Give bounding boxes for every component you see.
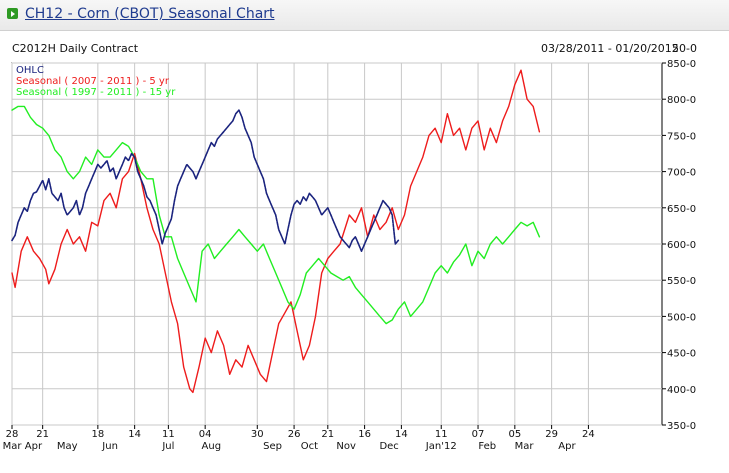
x-tick-day-label: 14 [128, 429, 141, 440]
series-seasonal-5yr-line [11, 69, 541, 394]
legend-entry: Seasonal ( 2007 - 2011 ) - 5 yr [16, 76, 170, 87]
scale-label: 50-0 [672, 42, 697, 55]
x-tick-day-label: 14 [395, 429, 408, 440]
x-tick-month-label: Dec [379, 441, 398, 452]
chart-title-link[interactable]: CH12 - Corn (CBOT) Seasonal Chart [25, 6, 275, 22]
title-arrow-icon [7, 8, 18, 19]
x-tick-day-label: 21 [321, 429, 334, 440]
series-ohlc-line [11, 109, 400, 252]
x-tick-month-label: Sep [263, 441, 282, 452]
x-tick-month-label: Jan'12 [425, 441, 457, 452]
x-tick-day-label: 05 [508, 429, 521, 440]
y-tick-label: 650-0 [667, 204, 696, 215]
x-tick-day-label: 24 [582, 429, 595, 440]
x-tick-day-label: 30 [251, 429, 264, 440]
x-tick-day-label: 28 [6, 429, 19, 440]
y-tick-label: 700-0 [667, 168, 696, 179]
x-tick-day-label: 16 [358, 429, 371, 440]
x-tick-month-label: May [57, 441, 78, 452]
x-tick-day-label: 07 [472, 429, 485, 440]
x-tick-month-label: Feb [478, 441, 496, 452]
x-tick-day-label: 11 [162, 429, 175, 440]
x-tick-month-label: Nov [336, 441, 356, 452]
y-tick-label: 400-0 [667, 385, 696, 396]
date-range: 03/28/2011 - 01/20/2012 [541, 42, 679, 55]
x-tick-day-label: 18 [91, 429, 104, 440]
legend-entry: OHLC [16, 65, 44, 76]
x-tick-month-label: Aug [202, 441, 222, 452]
x-tick-month-label: Jun [101, 441, 118, 452]
series-seasonal-15yr-line [11, 105, 541, 325]
x-tick-month-label: Apr [25, 441, 43, 452]
contract-label: C2012H Daily Contract [12, 42, 139, 55]
y-tick-label: 550-0 [667, 276, 696, 287]
x-tick-month-label: Mar [515, 441, 535, 452]
y-tick-label: 750-0 [667, 131, 696, 142]
x-tick-month-label: Mar [3, 441, 23, 452]
x-tick-day-label: 11 [435, 429, 448, 440]
x-tick-day-label: 29 [545, 429, 558, 440]
y-tick-label: 450-0 [667, 349, 696, 360]
y-tick-label: 800-0 [667, 95, 696, 106]
x-tick-day-label: 26 [288, 429, 301, 440]
x-tick-month-label: Apr [558, 441, 576, 452]
x-tick-month-label: Jul [161, 441, 174, 452]
title-bar: CH12 - Corn (CBOT) Seasonal Chart [0, 0, 729, 31]
y-tick-label: 850-0 [667, 59, 696, 70]
y-tick-label: 350-0 [667, 421, 696, 432]
y-tick-label: 600-0 [667, 240, 696, 251]
x-tick-day-label: 04 [199, 429, 212, 440]
y-tick-label: 500-0 [667, 312, 696, 323]
x-tick-month-label: Oct [301, 441, 318, 452]
legend-entry: Seasonal ( 1997 - 2011 ) - 15 yr [16, 87, 176, 98]
x-tick-day-label: 21 [36, 429, 49, 440]
